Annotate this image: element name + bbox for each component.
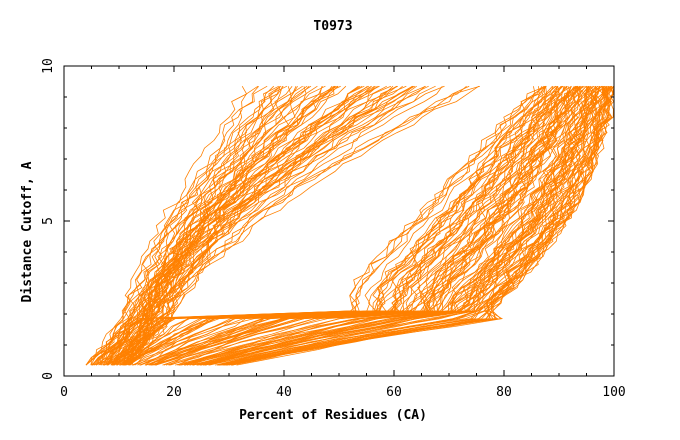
curves-layer [85,85,615,366]
gdt-curve-good [145,85,579,366]
y-axis: 0 5 10 [41,58,614,380]
gdt-curve-poor [85,85,280,366]
gdt-curve-good [201,86,604,366]
gdt-curve-poor [93,85,413,366]
y-axis-label: Distance Cutoff, A [20,161,35,302]
gdt-curve-good [104,86,547,366]
gdt-curve-poor [99,86,297,366]
x-tick-label: 60 [386,385,402,400]
gdt-curve-good [222,85,612,366]
gdt-curve-good [98,85,546,366]
gdt-curve-good [145,85,577,366]
gdt-curve-good [178,86,589,366]
y-tick-label: 10 [41,58,56,74]
chart-title: T0973 [313,19,352,34]
x-tick-label: 40 [276,385,292,400]
x-axis-label: Percent of Residues (CA) [239,408,427,423]
gdt-curve-good [107,85,547,366]
gdt-curve-poor [123,85,429,366]
gdt-curve-good [202,86,604,366]
gdt-curve-good [179,86,594,366]
gdt-curve-good [196,85,602,366]
x-tick-label: 100 [602,385,625,400]
gdt-curve-poor [90,85,281,366]
x-tick-label: 80 [496,385,512,400]
gdt-curve-good [192,85,597,366]
x-axis: 0 20 40 60 80 100 [60,66,626,400]
gdt-curve-good [168,85,589,366]
gdt-curve-good [219,85,613,366]
gdt-curve-good [189,85,603,366]
x-tick-label: 20 [166,385,182,400]
gdt-curve-poor [107,85,259,366]
y-tick-label: 5 [41,217,56,225]
gdt-curve-good [116,85,553,366]
gdt-curve-good [111,85,556,366]
gdt-curve-good [163,86,581,366]
gdt-curve-good [132,86,572,366]
y-tick-label: 0 [41,372,56,380]
gdt-curve-good [220,86,607,366]
gdt-curve-poor [129,85,394,366]
gdt-curve-good [140,86,572,366]
gdt-curve-good [231,86,612,366]
gdt-curve-good [111,85,547,366]
gdt-curve-poor [95,85,268,366]
gdt-curve-good [236,86,614,366]
gdt-curve-good [226,85,612,366]
gdt-curve-good [133,85,572,366]
gdt-curve-good [128,86,566,366]
x-tick-label: 0 [60,385,68,400]
gdt-curve-good [128,85,563,366]
